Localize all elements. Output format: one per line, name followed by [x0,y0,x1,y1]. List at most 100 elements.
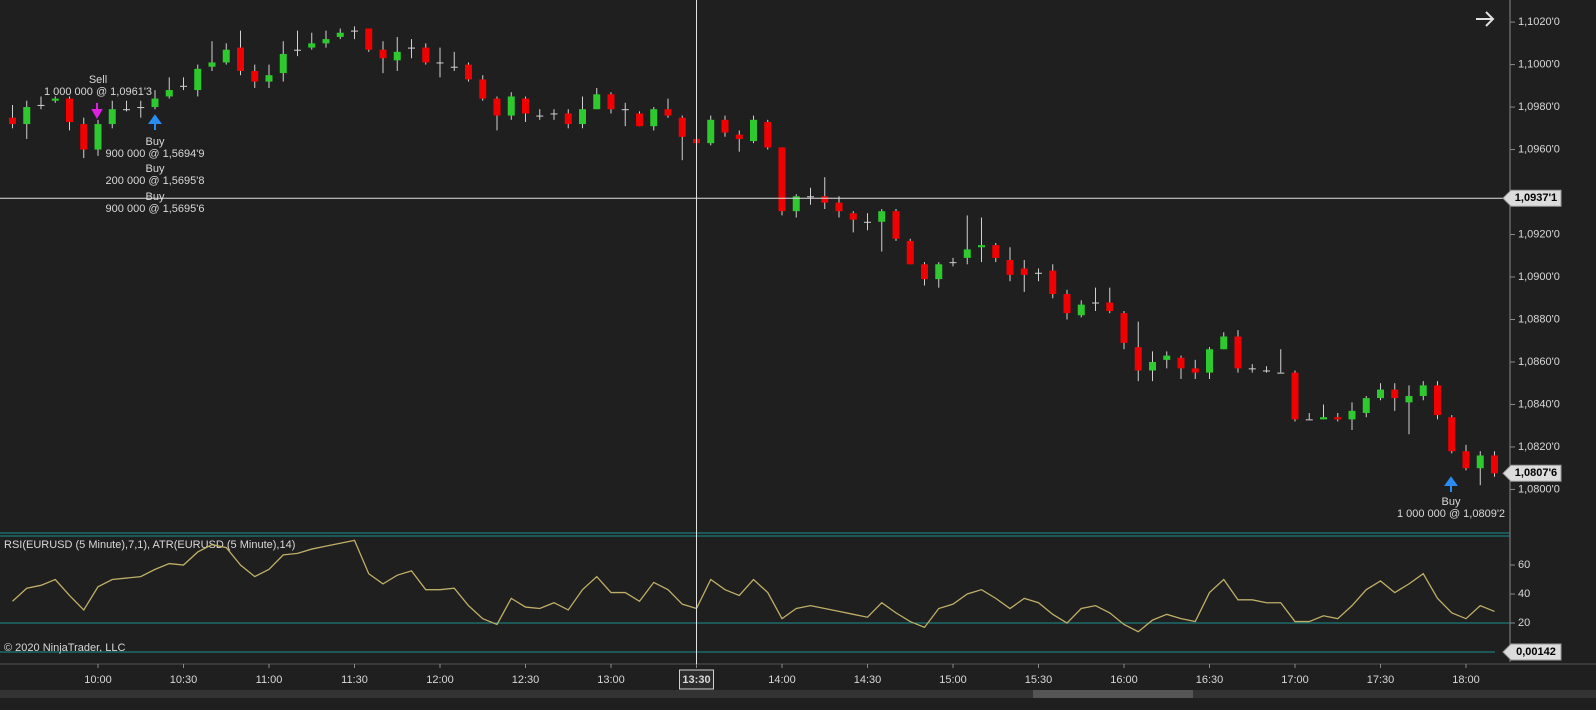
x-tick-label: 13:00 [597,674,625,686]
y-tick-label: 1,0840'0 [1518,398,1560,410]
candle-body [493,98,501,116]
candle-body [450,66,458,68]
candle-body [607,94,615,110]
indicator-title: RSI(EURUSD (5 Minute),7,1), ATR(EURUSD (… [4,539,295,551]
candle-body [1448,417,1456,452]
candle-body [436,62,444,64]
candle-body [1462,451,1470,469]
scrollbar-thumb[interactable] [1033,690,1193,698]
candle-body [422,47,430,63]
candle-body [807,196,814,198]
y-tick-label: 1,1020'0 [1518,16,1560,28]
candle-body [94,124,102,150]
navigate-arrow[interactable] [1476,11,1495,27]
candle-body [351,30,358,32]
candle-body [1134,347,1142,371]
candle-body [1020,268,1028,275]
rsi-line [12,539,1495,633]
x-tick-label: 12:30 [512,674,540,686]
x-tick-label: 14:00 [768,674,796,686]
x-tick-label: 16:00 [1110,674,1138,686]
candle-body [1434,385,1441,416]
x-tick-label: 16:30 [1196,674,1224,686]
y-tick-label: 1,0980'0 [1518,101,1560,113]
candle-body [707,119,715,144]
candle-body [1220,336,1228,350]
candle-body [1291,372,1299,420]
crosshair-time: 13:30 [682,674,710,686]
candle-body [1077,304,1085,316]
candle-body [1248,368,1256,370]
execution-detail: 1 000 000 @ 1,0809'2 [1397,508,1505,520]
candle-body [878,211,886,222]
candle-body [1177,357,1185,369]
y-tick-label: 1,0880'0 [1518,313,1560,325]
candle-body [678,117,686,137]
candle-body [251,70,259,82]
candle-body [636,113,643,127]
candle-body [550,113,558,115]
candle-body [1277,372,1285,374]
candle-body [365,28,373,50]
candle-body [336,32,344,37]
candle-body [721,119,729,133]
candle-body [1362,398,1370,413]
candle-body [1348,410,1356,420]
x-tick-label: 18:00 [1452,674,1480,686]
crosshair-time-box [679,669,714,690]
y-tick-label: 20 [1518,617,1530,629]
atr-label: 0,00142 [1516,646,1556,658]
candle-body [849,213,857,220]
execution-detail: 900 000 @ 1,5695'6 [106,203,205,215]
candle-body [522,98,529,114]
candle-body [963,249,971,258]
candle-body [906,240,914,265]
y-tick-label: 1,0920'0 [1518,228,1560,240]
y-tick-label: 40 [1518,588,1530,600]
y-tick-label: 1,0900'0 [1518,271,1560,283]
candle-body [9,117,16,125]
last-price-label: 1,0807'6 [1515,467,1557,479]
candle-body [222,49,230,63]
candle-body [949,262,957,264]
candle-body [1305,419,1313,421]
x-tick-label: 15:00 [939,674,967,686]
crosshair-label-box [1502,189,1562,207]
x-tick-label: 12:00 [426,674,454,686]
candle-body [992,245,1000,258]
candle-body [137,107,145,109]
candle-body [1263,370,1270,372]
candle-body [465,64,472,80]
candle-body [778,147,786,212]
candle-body [892,211,900,239]
candle-body [1063,294,1071,314]
buy-arrow [1444,476,1458,492]
execution-side: Buy [146,163,165,175]
candle-body [650,109,658,127]
execution-detail: 1 000 000 @ 1,0961'3 [44,86,152,98]
candle-body [194,68,202,91]
candle-body [51,98,59,101]
candle-body [1049,270,1057,295]
candle-body [1234,336,1242,369]
scrollbar[interactable] [0,690,1596,698]
candle-body [1191,368,1199,373]
candle-body [792,196,800,212]
candle-body [37,104,45,106]
candle-body [308,43,316,48]
candle-body [151,98,159,108]
candle-body [835,202,843,212]
candle-body [664,109,672,116]
candle-body [921,264,928,280]
sell-arrow [91,103,103,120]
candle-body [1419,385,1427,396]
candle-body [735,134,743,139]
copyright: © 2020 NinjaTrader, LLC [4,642,125,654]
candle-body [1206,349,1213,373]
candle-body [66,98,73,122]
candle-body [864,221,871,223]
candle-body [1006,260,1014,275]
x-tick-label: 14:30 [854,674,882,686]
